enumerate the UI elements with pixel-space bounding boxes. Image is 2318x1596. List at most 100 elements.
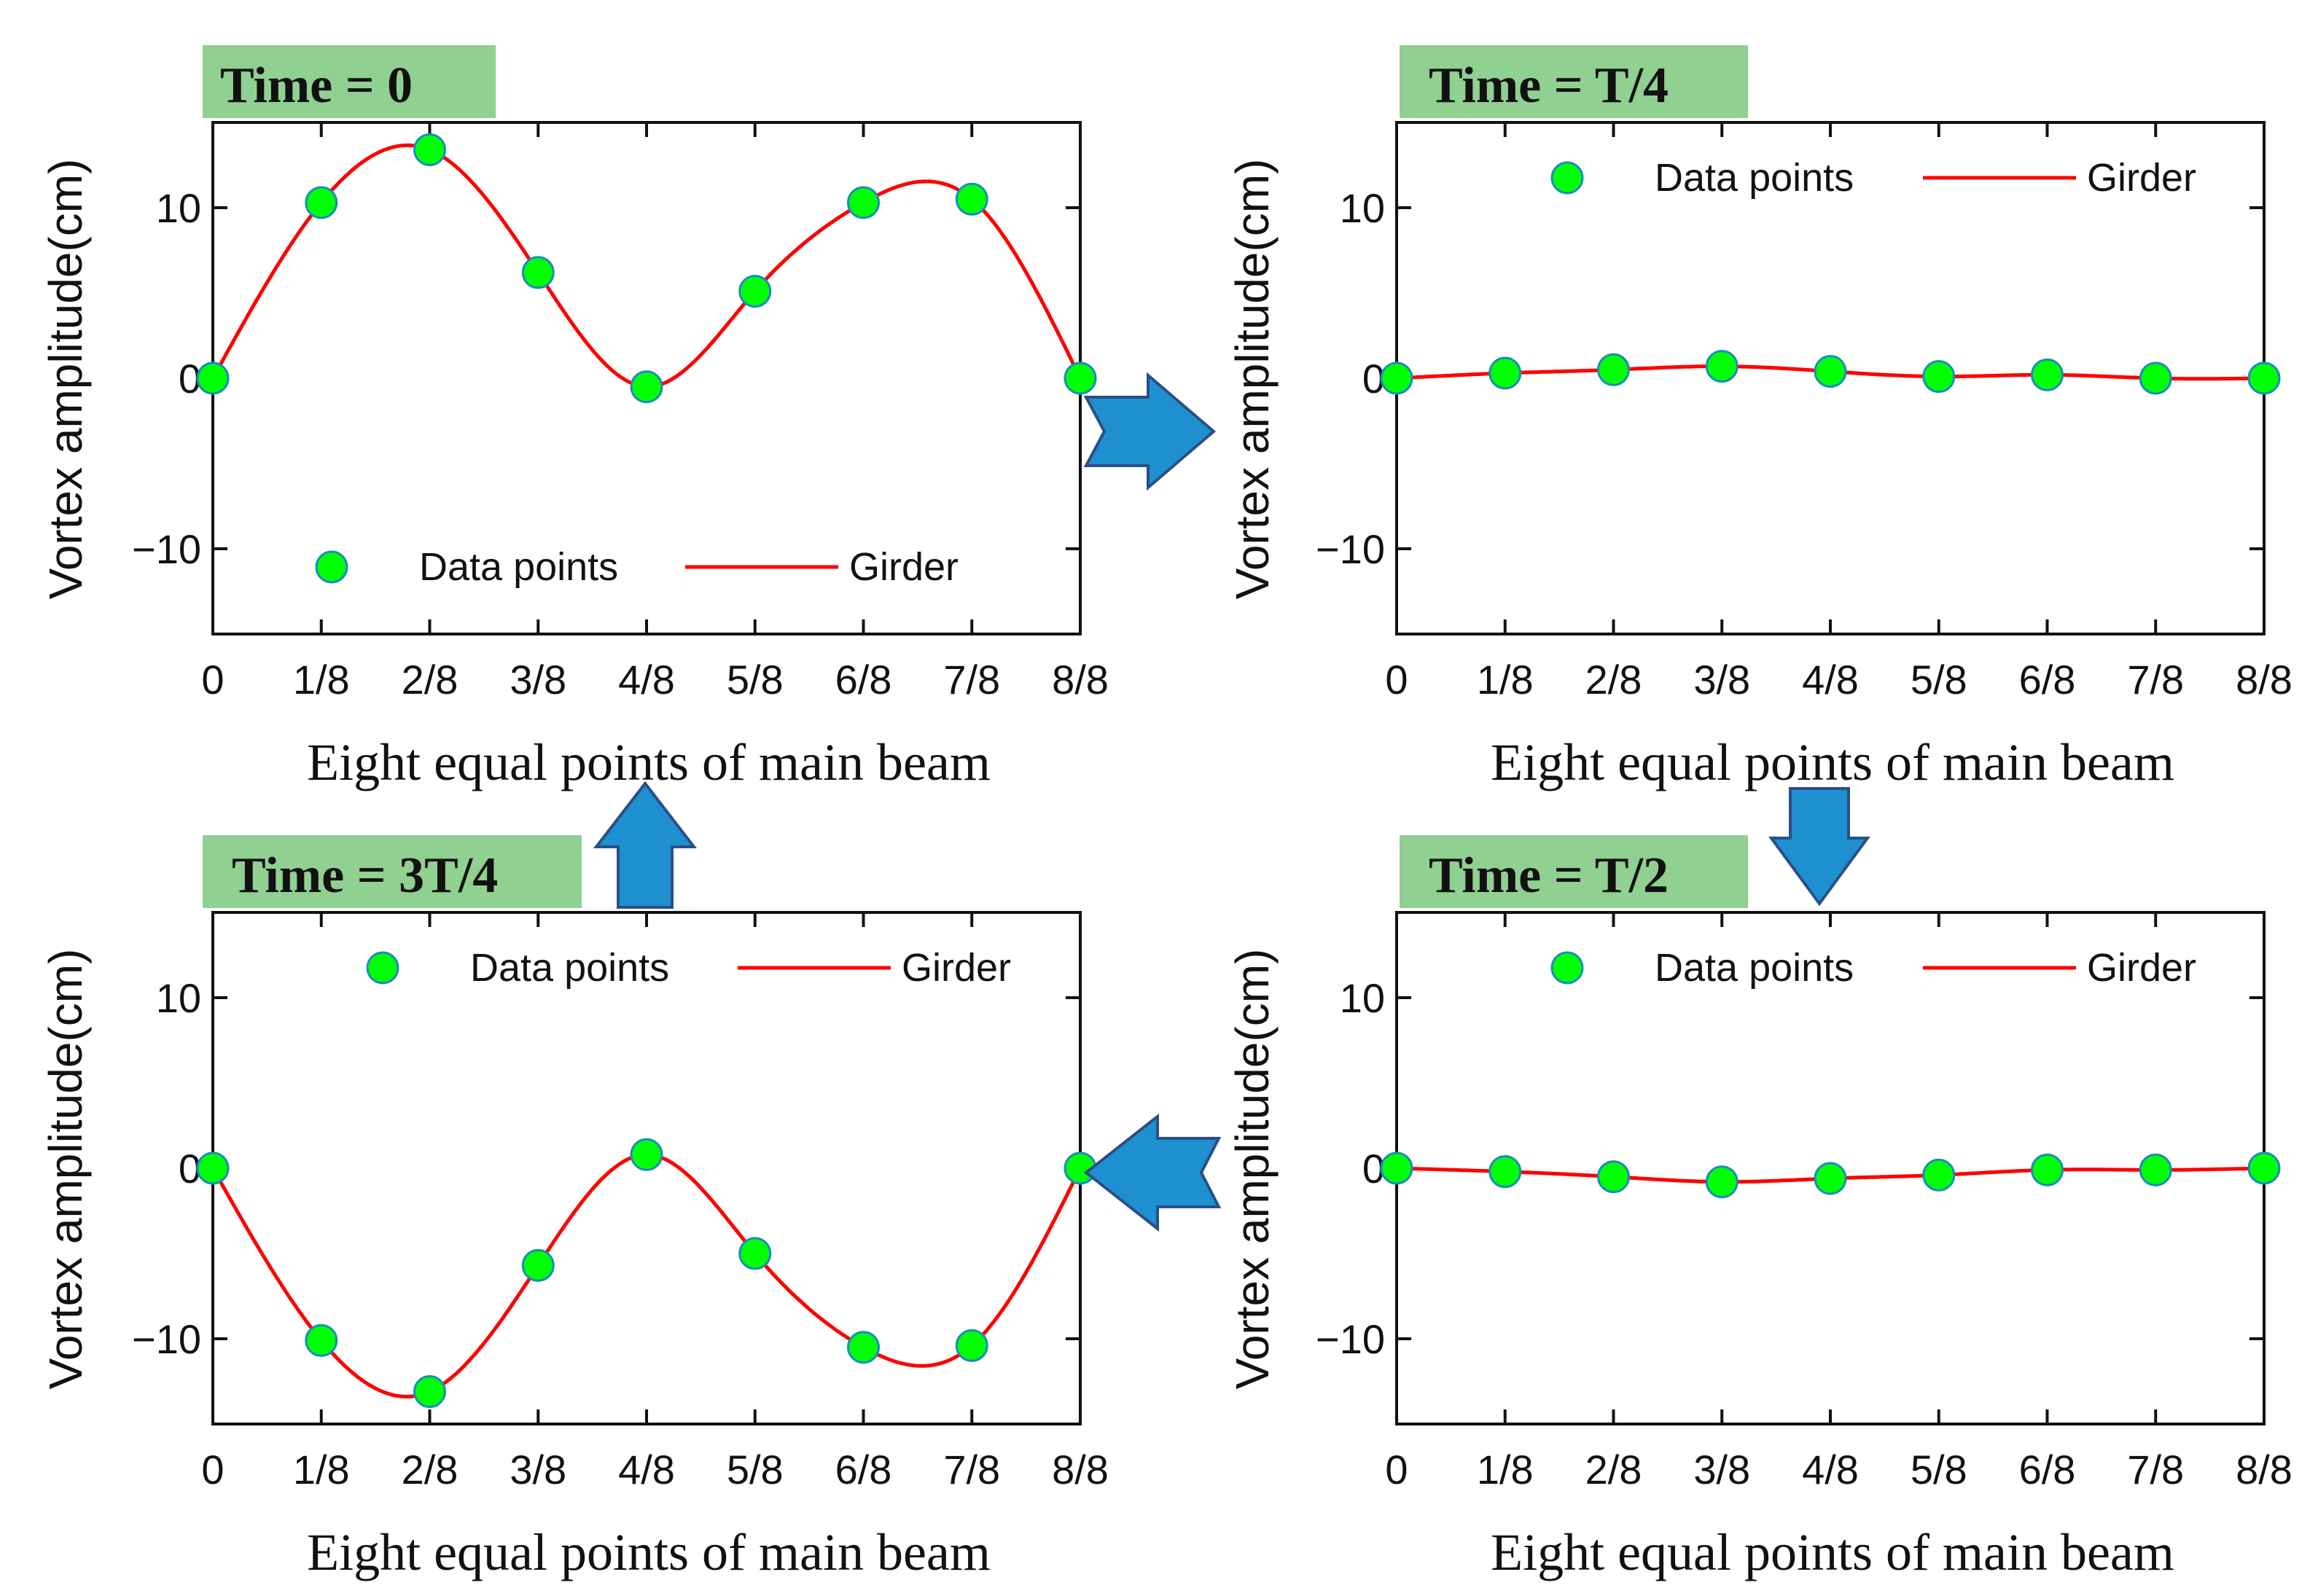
y-tick-label: 10 bbox=[156, 975, 201, 1021]
x-tick-label: 8/8 bbox=[2236, 1447, 2292, 1493]
arrow-right-icon bbox=[1083, 372, 1217, 491]
y-tick-label: −10 bbox=[1316, 1316, 1385, 1362]
x-tick-label: 5/8 bbox=[727, 657, 784, 703]
title-box bbox=[1400, 835, 1748, 908]
data-point bbox=[2247, 361, 2281, 395]
x-tick-label: 4/8 bbox=[1802, 657, 1859, 703]
x-tick-label: 3/8 bbox=[1693, 657, 1750, 703]
x-tick-label: 4/8 bbox=[618, 1447, 675, 1493]
x-tick-label: 5/8 bbox=[1911, 1447, 1967, 1493]
x-axis-label: Eight equal points of main beam bbox=[1491, 1523, 2174, 1581]
data-point bbox=[1705, 1165, 1738, 1199]
data-point bbox=[1922, 360, 1956, 394]
data-point bbox=[305, 186, 338, 219]
data-point bbox=[413, 133, 446, 166]
data-point bbox=[196, 361, 230, 395]
girder-line bbox=[211, 1152, 1082, 1399]
panel-title: Time = T/2 bbox=[1429, 848, 1669, 904]
data-point bbox=[1814, 355, 1847, 388]
data-point bbox=[1380, 1151, 1413, 1185]
x-axis-label: Eight equal points of main beam bbox=[1491, 733, 2174, 791]
data-point bbox=[521, 256, 555, 289]
data-point bbox=[1705, 350, 1738, 383]
x-tick-label: 6/8 bbox=[835, 1447, 892, 1493]
data-point bbox=[2139, 1153, 2172, 1186]
x-tick-label: 7/8 bbox=[943, 1447, 1000, 1493]
data-point bbox=[630, 370, 663, 404]
y-tick-label: 10 bbox=[1340, 975, 1385, 1021]
x-tick-label: 6/8 bbox=[2019, 1447, 2076, 1493]
data-point bbox=[305, 1323, 338, 1357]
y-tick-label: 10 bbox=[156, 185, 201, 231]
panel-title: Time = 0 bbox=[220, 58, 413, 114]
x-tick-label: 1/8 bbox=[1477, 1447, 1534, 1493]
y-tick-label: 10 bbox=[1340, 185, 1385, 231]
y-axis-label: Vortex amplitude(cm) bbox=[39, 949, 92, 1390]
data-point bbox=[1597, 1160, 1630, 1194]
data-point bbox=[2031, 1153, 2064, 1186]
legend-label-girder: Girder bbox=[2087, 946, 2196, 990]
panel-time-t4: Time = T/4 Vortex amplitude(cm) Eight eq… bbox=[1226, 45, 2292, 791]
x-tick-label: 7/8 bbox=[2127, 1447, 2184, 1493]
x-tick-label: 2/8 bbox=[1585, 1447, 1642, 1493]
data-point bbox=[1488, 356, 1522, 390]
x-tick-label: 3/8 bbox=[510, 1447, 566, 1493]
x-tick-label: 1/8 bbox=[293, 1447, 350, 1493]
data-point bbox=[1064, 361, 1097, 395]
legend-marker bbox=[1550, 161, 1584, 195]
y-tick-label: −10 bbox=[132, 526, 201, 572]
legend-marker bbox=[315, 550, 348, 584]
legend-label-data-points: Data points bbox=[470, 946, 669, 990]
panel-time-3t4: Time = 3T/4 Vortex amplitude(cm) Eight e… bbox=[39, 835, 1109, 1581]
x-axis-label: Eight equal points of main beam bbox=[307, 733, 991, 791]
panel-time-t2: Time = T/2 Vortex amplitude(cm) Eight eq… bbox=[1226, 835, 2292, 1581]
y-tick-label: −10 bbox=[132, 1316, 201, 1362]
arrow-up-icon bbox=[593, 781, 698, 909]
x-tick-label: 4/8 bbox=[618, 657, 675, 703]
x-tick-label: 5/8 bbox=[727, 1447, 784, 1493]
data-point bbox=[738, 1237, 772, 1270]
x-axis-label: Eight equal points of main beam bbox=[307, 1523, 991, 1581]
title-box bbox=[203, 45, 496, 118]
data-point bbox=[738, 275, 772, 308]
x-tick-label: 2/8 bbox=[402, 657, 458, 703]
x-tick-label: 8/8 bbox=[1052, 1447, 1109, 1493]
y-axis-label: Vortex amplitude(cm) bbox=[1226, 949, 1279, 1390]
legend-label-girder: Girder bbox=[849, 545, 959, 589]
data-point bbox=[1380, 361, 1413, 395]
data-point bbox=[1488, 1155, 1522, 1189]
data-point bbox=[1922, 1158, 1956, 1192]
x-tick-label: 3/8 bbox=[1693, 1447, 1750, 1493]
title-box bbox=[1400, 45, 1748, 118]
data-point bbox=[2139, 361, 2172, 395]
legend-label-girder: Girder bbox=[2087, 156, 2196, 200]
girder-line bbox=[211, 143, 1082, 389]
x-tick-label: 8/8 bbox=[2236, 657, 2292, 703]
legend-label-girder: Girder bbox=[902, 946, 1011, 990]
x-tick-label: 6/8 bbox=[835, 657, 892, 703]
x-tick-label: 7/8 bbox=[943, 657, 1000, 703]
arrow-down-icon bbox=[1768, 787, 1870, 907]
data-point bbox=[847, 186, 880, 219]
data-point bbox=[2031, 358, 2064, 391]
x-tick-label: 0 bbox=[1385, 1447, 1408, 1493]
y-axis-label: Vortex amplitude(cm) bbox=[39, 159, 92, 600]
x-tick-label: 0 bbox=[201, 1447, 224, 1493]
data-point bbox=[955, 1329, 988, 1362]
x-tick-label: 2/8 bbox=[402, 1447, 458, 1493]
data-point bbox=[413, 1375, 446, 1409]
x-tick-label: 2/8 bbox=[1585, 657, 1642, 703]
data-point bbox=[955, 182, 988, 216]
legend-marker bbox=[366, 951, 399, 985]
cycle-arrows bbox=[593, 372, 1870, 1232]
x-tick-label: 0 bbox=[201, 657, 224, 703]
data-point bbox=[521, 1248, 555, 1282]
title-box bbox=[203, 835, 582, 908]
data-point bbox=[2247, 1151, 2281, 1185]
data-point bbox=[1814, 1162, 1847, 1195]
panel-title: Time = 3T/4 bbox=[232, 848, 498, 904]
